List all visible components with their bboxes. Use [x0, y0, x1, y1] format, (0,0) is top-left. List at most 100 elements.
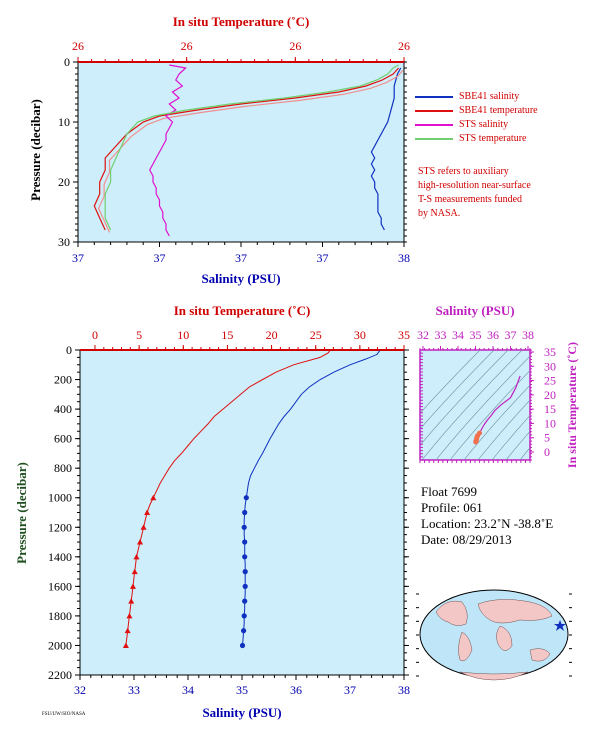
- top-temp-tick-label: 26: [289, 39, 301, 53]
- main-series-line: [125, 350, 331, 646]
- top-sal-tick-label: 37: [72, 251, 84, 265]
- ts-density-isoline: [449, 370, 530, 460]
- world-map: [416, 589, 572, 681]
- ts-sal-tick-label: 34: [452, 328, 464, 342]
- legend-item: SBE41 temperature: [415, 104, 538, 118]
- main-pressure-tick-label: 1600: [48, 579, 72, 593]
- map-landmass: [435, 600, 468, 626]
- top-series-line: [370, 67, 402, 231]
- legend-swatch: [415, 96, 453, 98]
- main-temp-tick-label: 35: [398, 328, 410, 342]
- main-pressure-tick-label: 800: [54, 461, 72, 475]
- main-plot-area: [79, 349, 405, 676]
- legend-swatch: [415, 110, 453, 112]
- main-sal-tick-label: 33: [128, 683, 140, 697]
- profile-number: Profile: 061: [421, 500, 483, 515]
- salinity-marker: [239, 642, 246, 649]
- legend-item: SBE41 salinity: [415, 90, 538, 104]
- ts-sal-tick-label: 35: [470, 328, 482, 342]
- top-temp-tick-label: 26: [398, 39, 410, 53]
- top-pressure-tick-label: 30: [58, 235, 70, 249]
- salinity-marker: [243, 495, 249, 501]
- ts-temp-tick-label: 35: [544, 345, 556, 359]
- ts-temp-tick-label: 20: [544, 388, 556, 402]
- top-pressure-axis-title: Pressure (decibar): [28, 99, 43, 201]
- sts-note: STS refers to auxiliary high-resolution …: [418, 165, 588, 221]
- temperature-marker: [137, 539, 144, 545]
- legend-item: STS temperature: [415, 132, 538, 146]
- main-pressure-axis-title: Pressure (decibar): [14, 462, 29, 564]
- top-series-line: [93, 67, 400, 231]
- main-sal-tick-label: 35: [236, 683, 248, 697]
- map-landmass: [496, 625, 513, 651]
- temperature-marker: [140, 524, 147, 530]
- note-line: STS refers to auxiliary: [418, 166, 509, 177]
- top-sal-tick-label: 37: [235, 251, 247, 265]
- main-sal-axis-title: Salinity (PSU): [202, 705, 281, 720]
- temperature-marker: [129, 583, 136, 589]
- ts-density-isoline: [477, 399, 530, 460]
- main-temp-tick-label: 25: [310, 328, 322, 342]
- ts-temp-tick-label: 25: [544, 374, 556, 388]
- salinity-marker: [242, 583, 248, 590]
- map-landmass: [458, 631, 473, 662]
- ts-sal-tick-label: 32: [417, 328, 429, 342]
- main-temp-tick-label: 10: [177, 328, 189, 342]
- main-sal-tick-label: 32: [74, 683, 86, 697]
- temperature-marker: [133, 553, 140, 560]
- main-pressure-tick-label: 400: [54, 402, 72, 416]
- location: Location: 23.2˚N -38.8˚E: [421, 516, 554, 531]
- legend: SBE41 salinity SBE41 temperature STS sal…: [415, 90, 538, 146]
- top-series-line: [104, 64, 399, 231]
- temperature-marker: [126, 612, 133, 619]
- ts-temp-tick-label: 15: [544, 402, 556, 416]
- legend-label: SBE41 temperature: [459, 105, 538, 116]
- main-pressure-tick-label: 1000: [48, 491, 72, 505]
- main-temp-axis-title: In situ Temperature (˚C): [174, 303, 311, 318]
- temperature-marker: [124, 627, 131, 634]
- ts-density-isoline: [519, 447, 530, 460]
- note-line: high-resolution near-surface: [418, 180, 531, 191]
- float-location-star: [554, 620, 566, 631]
- legend-item: STS salinity: [415, 118, 538, 132]
- top-sal-tick-label: 38: [398, 251, 410, 265]
- float-id: Float 7699: [421, 484, 477, 499]
- main-pressure-tick-label: 1200: [48, 520, 72, 534]
- map-landmass: [459, 671, 529, 681]
- legend-swatch: [415, 138, 453, 140]
- top-sal-tick-label: 37: [154, 251, 166, 265]
- top-temp-tick-label: 26: [181, 39, 193, 53]
- salinity-marker: [241, 524, 247, 530]
- top-sal-tick-label: 37: [317, 251, 329, 265]
- note-line: T-S measurements funded: [418, 194, 523, 205]
- main-temp-tick-label: 0: [92, 328, 98, 342]
- top-pressure-tick-label: 20: [58, 175, 70, 189]
- salinity-marker: [242, 509, 248, 516]
- map-landmass: [477, 599, 553, 624]
- ts-density-isoline: [491, 415, 530, 460]
- main-temp-tick-label: 15: [221, 328, 233, 342]
- salinity-marker: [242, 598, 248, 604]
- salinity-marker: [242, 539, 248, 545]
- ts-density-isoline: [463, 384, 530, 460]
- ts-density-isoline: [435, 355, 530, 460]
- ts-density-isoline: [421, 350, 523, 460]
- ts-temp-tick-label: 0: [544, 445, 550, 459]
- map-landmass: [529, 648, 551, 662]
- float-info: Float 7699 Profile: 061 Location: 23.2˚N…: [421, 484, 553, 548]
- main-sal-tick-label: 38: [398, 683, 410, 697]
- main-sal-tick-label: 34: [182, 683, 194, 697]
- salinity-marker: [241, 628, 247, 634]
- main-pressure-tick-label: 0: [66, 343, 72, 357]
- top-sal-axis-title: Salinity (PSU): [201, 271, 280, 286]
- date: Date: 08/29/2013: [421, 532, 512, 547]
- legend-label: STS temperature: [459, 133, 527, 144]
- ts-sal-tick-label: 36: [487, 328, 499, 342]
- note-line: by NASA.: [418, 208, 461, 219]
- salinity-marker: [241, 613, 247, 619]
- ts-sal-tick-label: 38: [522, 328, 534, 342]
- legend-swatch: [415, 124, 453, 126]
- legend-label: SBE41 salinity: [459, 91, 520, 102]
- top-pressure-tick-label: 0: [64, 55, 70, 69]
- salinity-marker: [242, 569, 248, 575]
